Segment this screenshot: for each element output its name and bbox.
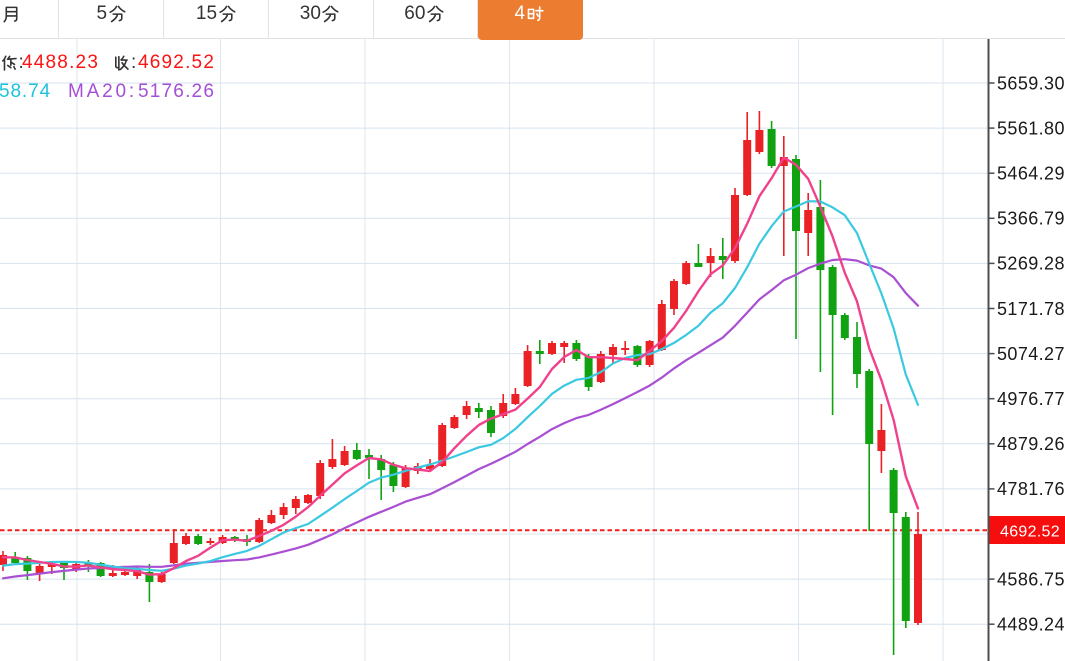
- svg-text:5269.28: 5269.28: [997, 254, 1065, 274]
- svg-text:5074.27: 5074.27: [997, 344, 1065, 364]
- svg-text:5366.79: 5366.79: [997, 209, 1065, 229]
- svg-text:4879.26: 4879.26: [997, 434, 1065, 454]
- svg-text:5464.29: 5464.29: [997, 164, 1065, 184]
- svg-text:5171.78: 5171.78: [997, 299, 1065, 319]
- svg-text:4976.77: 4976.77: [997, 389, 1065, 409]
- svg-text:5659.30: 5659.30: [997, 73, 1065, 93]
- svg-text:4489.24: 4489.24: [997, 615, 1065, 635]
- svg-text:5561.80: 5561.80: [997, 118, 1065, 138]
- svg-text:4781.76: 4781.76: [997, 479, 1065, 499]
- svg-text:4692.52: 4692.52: [1000, 523, 1060, 540]
- svg-text:4586.75: 4586.75: [997, 569, 1065, 589]
